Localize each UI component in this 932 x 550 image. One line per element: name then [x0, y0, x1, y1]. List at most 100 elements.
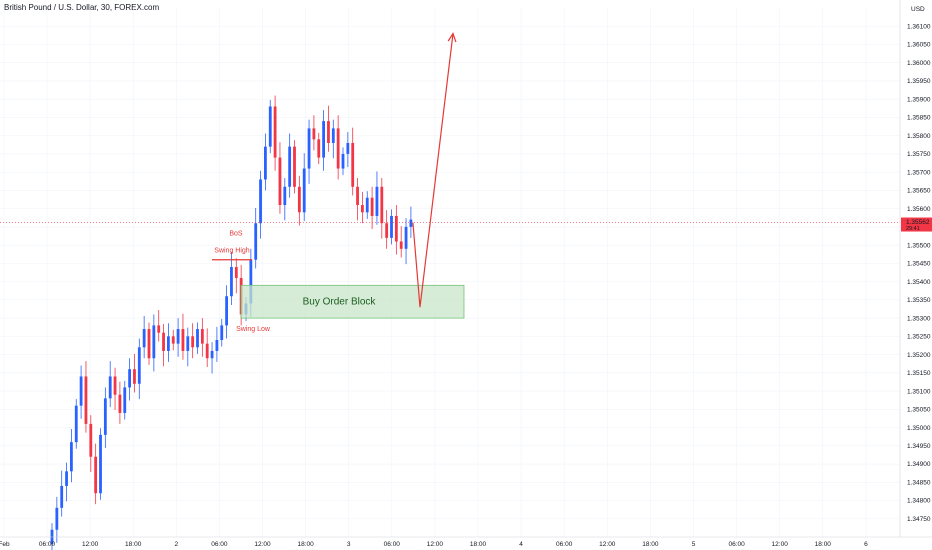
- price-tick-label: 1.35000: [907, 425, 931, 432]
- price-tick-label: 1.35900: [907, 96, 931, 103]
- price-tag-value: 1.35562: [906, 219, 930, 226]
- price-tick-label: 1.35250: [907, 334, 931, 341]
- candle: [370, 197, 374, 216]
- time-tick-label: 18:00: [470, 541, 487, 548]
- candle: [278, 157, 282, 206]
- candle: [322, 121, 325, 158]
- symbol-title: British Pound / U.S. Dollar, 30, FOREX.c…: [4, 3, 160, 12]
- time-tick-label: 06:00: [39, 541, 56, 548]
- candle: [103, 398, 107, 435]
- candle: [70, 442, 73, 472]
- candle: [152, 325, 156, 359]
- price-tag-bg: [901, 217, 932, 232]
- order-block-rect[interactable]: [240, 284, 465, 319]
- candle: [264, 146, 267, 180]
- time-tick-label: 12:00: [772, 541, 789, 548]
- time-axis[interactable]: Feb 06:00 12:00 18:00 2 06:00 12:00 18:00 3 06:00…: [0, 536, 932, 548]
- candle: [167, 336, 170, 351]
- candle: [181, 329, 185, 351]
- candle: [171, 336, 175, 344]
- candle: [60, 485, 64, 508]
- candle: [399, 241, 403, 249]
- time-tick-label: 18:00: [815, 541, 832, 548]
- candle: [89, 423, 93, 457]
- candle: [268, 106, 272, 147]
- price-tick-label: 1.35100: [907, 388, 931, 395]
- time-tick-label: 06:00: [728, 541, 745, 548]
- candle: [390, 215, 393, 238]
- projection-arrow[interactable]: [412, 33, 454, 308]
- candle: [293, 146, 296, 187]
- price-tick-label: 1.35600: [907, 206, 931, 213]
- candle: [230, 267, 233, 297]
- candle: [302, 168, 306, 213]
- candle: [123, 387, 127, 413]
- candle: [327, 121, 330, 143]
- price-tick-label: 1.35650: [907, 188, 931, 195]
- candle: [113, 376, 117, 395]
- price-axis[interactable]: 1.34750 1.34800 1.34850 1.34900 1.34950 1.350…: [899, 0, 931, 537]
- candle: [118, 394, 122, 413]
- candle: [404, 226, 408, 249]
- candle: [176, 329, 180, 344]
- price-tick-label: 1.35800: [907, 133, 931, 140]
- price-tick-label: 1.35050: [907, 407, 931, 414]
- time-tick-label: 06:00: [211, 541, 228, 548]
- time-tick-label: 18:00: [125, 541, 142, 548]
- price-tick-label: 1.36100: [907, 23, 931, 30]
- candle: [297, 186, 301, 213]
- price-tick-label: 1.35700: [907, 169, 931, 176]
- price-tick-label: 1.35850: [907, 115, 931, 122]
- price-tick-label: 1.34950: [907, 443, 931, 450]
- candle: [336, 128, 340, 169]
- candle: [215, 339, 219, 351]
- candle: [157, 325, 161, 333]
- price-tick-label: 1.34800: [907, 498, 931, 505]
- candle: [94, 456, 98, 494]
- candle: [191, 336, 195, 348]
- candle: [307, 128, 311, 169]
- candle: [288, 146, 292, 187]
- price-tick-label: 1.35200: [907, 352, 931, 359]
- candle: [142, 329, 146, 348]
- candle: [147, 329, 151, 359]
- candle: [186, 336, 190, 351]
- candle: [365, 197, 369, 213]
- candle: [99, 434, 102, 494]
- candle: [128, 369, 131, 388]
- candle: [210, 350, 214, 359]
- time-tick-label: 6: [864, 541, 868, 548]
- order-block-zone[interactable]: Buy Order Block: [240, 284, 465, 319]
- current-price-tag: 1.35562 29:41: [901, 217, 932, 232]
- candle: [317, 139, 321, 158]
- candles: [50, 95, 413, 550]
- candle: [380, 186, 384, 224]
- price-tick-label: 1.35950: [907, 78, 931, 85]
- candle: [385, 223, 389, 238]
- price-tick-label: 1.34850: [907, 479, 931, 486]
- candle: [79, 376, 83, 406]
- candle: [137, 347, 141, 384]
- candle: [133, 369, 136, 384]
- candle: [409, 219, 413, 227]
- candle: [259, 179, 262, 224]
- currency-label: USD: [911, 6, 925, 13]
- order-block-label: Buy Order Block: [303, 297, 377, 308]
- price-tick-label: 1.34900: [907, 461, 931, 468]
- price-tick-label: 1.35300: [907, 315, 931, 322]
- price-tick-label: 1.35350: [907, 297, 931, 304]
- candle: [200, 329, 204, 344]
- candle: [162, 332, 165, 351]
- time-tick-label: 06:00: [556, 541, 573, 548]
- candle: [356, 186, 359, 206]
- candle: [84, 376, 88, 424]
- candle: [283, 186, 287, 206]
- bos-label: BoS: [229, 231, 243, 238]
- price-tick-label: 1.35400: [907, 279, 931, 286]
- candle: [249, 259, 253, 304]
- price-tick-label: 1.35500: [907, 242, 931, 249]
- swing-low-label: Swing Low: [236, 326, 271, 333]
- candle: [74, 405, 78, 443]
- time-tick-label: 5: [692, 541, 696, 548]
